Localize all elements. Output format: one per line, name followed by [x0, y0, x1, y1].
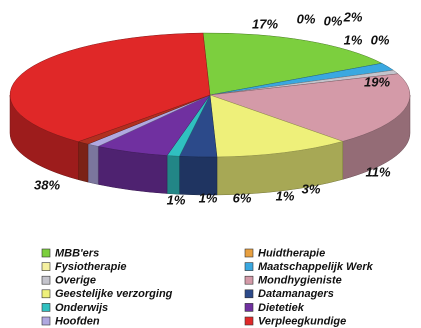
slice-side [78, 141, 89, 183]
data-label: 0% [297, 11, 316, 26]
pie-sides [9, 94, 411, 196]
legend-swatch [41, 262, 51, 271]
legend-label: Overige [55, 275, 96, 287]
legend-label: MBB'ers [55, 247, 99, 259]
legend-swatch [41, 303, 51, 312]
slice [209, 94, 344, 158]
legend-label: Dietetiek [258, 302, 305, 314]
data-label: 17% [252, 16, 278, 31]
legend-swatch [244, 248, 254, 258]
legend-label: Hoofden [55, 315, 100, 327]
legend-swatch [41, 275, 51, 285]
legend-swatch [244, 289, 254, 299]
data-label: 1% [276, 188, 295, 203]
data-label: 19% [364, 74, 390, 89]
legend-swatch [244, 303, 254, 312]
data-label: 11% [365, 164, 390, 179]
legend-label: Fysiotherapie [55, 261, 127, 273]
slice [9, 32, 211, 142]
legend-label: Geestelijke verzorging [55, 288, 173, 300]
legend-label: Huidtherapie [258, 247, 325, 259]
data-label: 3% [302, 181, 321, 196]
slice-side [179, 156, 218, 196]
legend-label: Onderwijs [55, 302, 108, 314]
data-label: 2% [343, 9, 363, 24]
slice-side [166, 155, 180, 195]
data-label: 6% [233, 190, 252, 205]
data-label: 0% [324, 13, 343, 28]
data-label: 38% [34, 177, 60, 192]
legend-label: Verpleegkundige [258, 315, 346, 327]
data-label: 1% [344, 32, 363, 47]
legend-label: Datamanagers [258, 288, 334, 300]
legend-swatch [41, 248, 51, 258]
legend-swatch [244, 262, 254, 271]
pie-tops [9, 32, 411, 158]
data-label: 1% [199, 190, 218, 205]
data-label: 0% [371, 32, 390, 47]
slice [202, 32, 383, 96]
legend-label: Maatschappelijk Werk [258, 261, 374, 273]
slice [209, 73, 411, 142]
legend-swatch [244, 316, 254, 326]
legend-label: Mondhygieniste [258, 275, 342, 287]
data-label: 1% [167, 192, 186, 207]
legend-swatch [41, 289, 51, 299]
legend-swatch [41, 316, 51, 326]
legend-swatch [244, 275, 254, 285]
slice-side [87, 143, 99, 185]
